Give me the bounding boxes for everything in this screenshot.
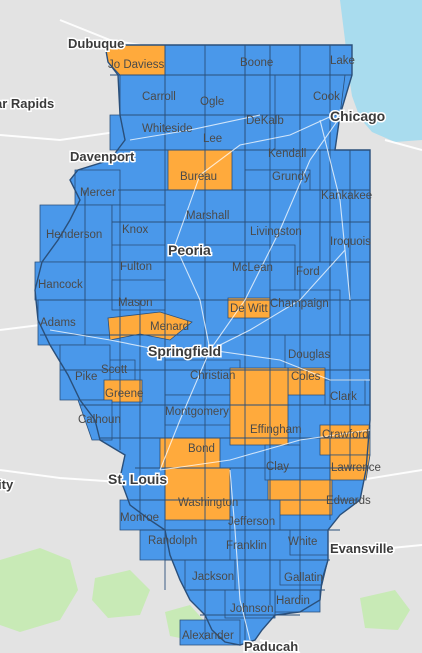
highway-lines xyxy=(49,109,371,641)
county-label: Kankakee xyxy=(321,190,372,202)
county-label: Adams xyxy=(40,317,76,329)
county-label: White xyxy=(288,536,317,548)
county-label: Champaign xyxy=(270,298,329,310)
county-label: Crawford xyxy=(322,429,369,441)
county-label: Lawrence xyxy=(331,462,381,474)
county-label: Randolph xyxy=(148,535,197,547)
county-label: Jackson xyxy=(192,571,234,583)
park-area xyxy=(92,570,150,618)
city-label: St. Louis xyxy=(108,471,167,487)
city-label: ar Rapids xyxy=(0,96,54,111)
city-label: ity xyxy=(0,477,14,492)
county-label: Whiteside xyxy=(142,123,193,135)
city-label: Evansville xyxy=(330,541,394,556)
county-label: Grundy xyxy=(272,171,310,183)
county-bureau[interactable] xyxy=(167,149,233,191)
county-label: Calhoun xyxy=(78,414,121,426)
county-label: Franklin xyxy=(226,540,267,552)
county-label: Ogle xyxy=(200,96,224,108)
county-label: Ford xyxy=(296,266,320,278)
county-label: DeKalb xyxy=(246,115,284,127)
city-label: Davenport xyxy=(70,149,135,164)
county-label: Mercer xyxy=(80,187,116,199)
county-label: Iroquois xyxy=(330,236,371,248)
county-label: Douglas xyxy=(288,349,330,361)
county-label: Jefferson xyxy=(228,516,275,528)
county-labels: Jo Daviess Boone Lake Carroll Ogle DeKalb Cook… xyxy=(38,55,381,642)
park-area xyxy=(360,590,410,630)
county-label: Knox xyxy=(122,224,148,236)
county-label: Coles xyxy=(291,371,321,383)
county-label: McLean xyxy=(232,262,273,274)
county-label: Livingston xyxy=(250,226,302,238)
city-labels: Dubuque ar Rapids Chicago Davenport Peoria Sp… xyxy=(0,35,395,653)
county-label: Mason xyxy=(118,297,153,309)
county-label: Bond xyxy=(188,443,215,455)
city-label: Chicago xyxy=(330,108,385,124)
county-label: Clay xyxy=(266,461,289,473)
county-label: Bureau xyxy=(180,171,217,183)
county-label: Fulton xyxy=(120,261,152,273)
county-label: Effingham xyxy=(250,424,302,436)
county-label: Johnson xyxy=(230,603,273,615)
county-label: Henderson xyxy=(46,229,102,241)
county-label: Pike xyxy=(75,371,97,383)
county-borders xyxy=(40,45,370,640)
county-label: Washington xyxy=(178,497,238,509)
county-label: Carroll xyxy=(142,91,176,103)
county-washington[interactable] xyxy=(164,467,231,521)
county-label: Menard xyxy=(150,321,189,333)
county-kankakee[interactable] xyxy=(319,149,371,223)
county-label: Lake xyxy=(330,55,355,67)
county-label: Scott xyxy=(101,364,128,376)
illinois-state-outline xyxy=(34,44,371,646)
county-label: Alexander xyxy=(182,630,234,642)
county-label: Edwards xyxy=(326,495,371,507)
county-label: Hardin xyxy=(276,595,310,607)
county-label: Montgomery xyxy=(165,406,229,418)
county-label: Clark xyxy=(330,391,357,403)
county-label: De Witt xyxy=(230,303,269,315)
county-label: Hancock xyxy=(38,279,83,291)
lake-michigan xyxy=(340,0,422,142)
county-label: Greene xyxy=(105,388,143,400)
county-label: Monroe xyxy=(120,512,159,524)
park-area xyxy=(0,548,78,632)
county-label: Cook xyxy=(313,91,340,103)
city-label: Peoria xyxy=(168,242,211,258)
county-label: Kendall xyxy=(268,148,306,160)
county-champaign[interactable] xyxy=(269,289,341,336)
county-label: Marshall xyxy=(186,210,229,222)
city-label: Springfield xyxy=(148,343,221,359)
county-label: Christian xyxy=(190,370,235,382)
county-label: Lee xyxy=(203,133,222,145)
county-greene[interactable] xyxy=(103,379,143,403)
county-label: Gallatin xyxy=(284,572,323,584)
county-label: Jo Daviess xyxy=(108,59,164,71)
background-roads xyxy=(0,19,422,653)
city-label: Dubuque xyxy=(68,36,124,51)
city-label: Paducah xyxy=(244,639,298,653)
county-label: Boone xyxy=(240,57,273,69)
